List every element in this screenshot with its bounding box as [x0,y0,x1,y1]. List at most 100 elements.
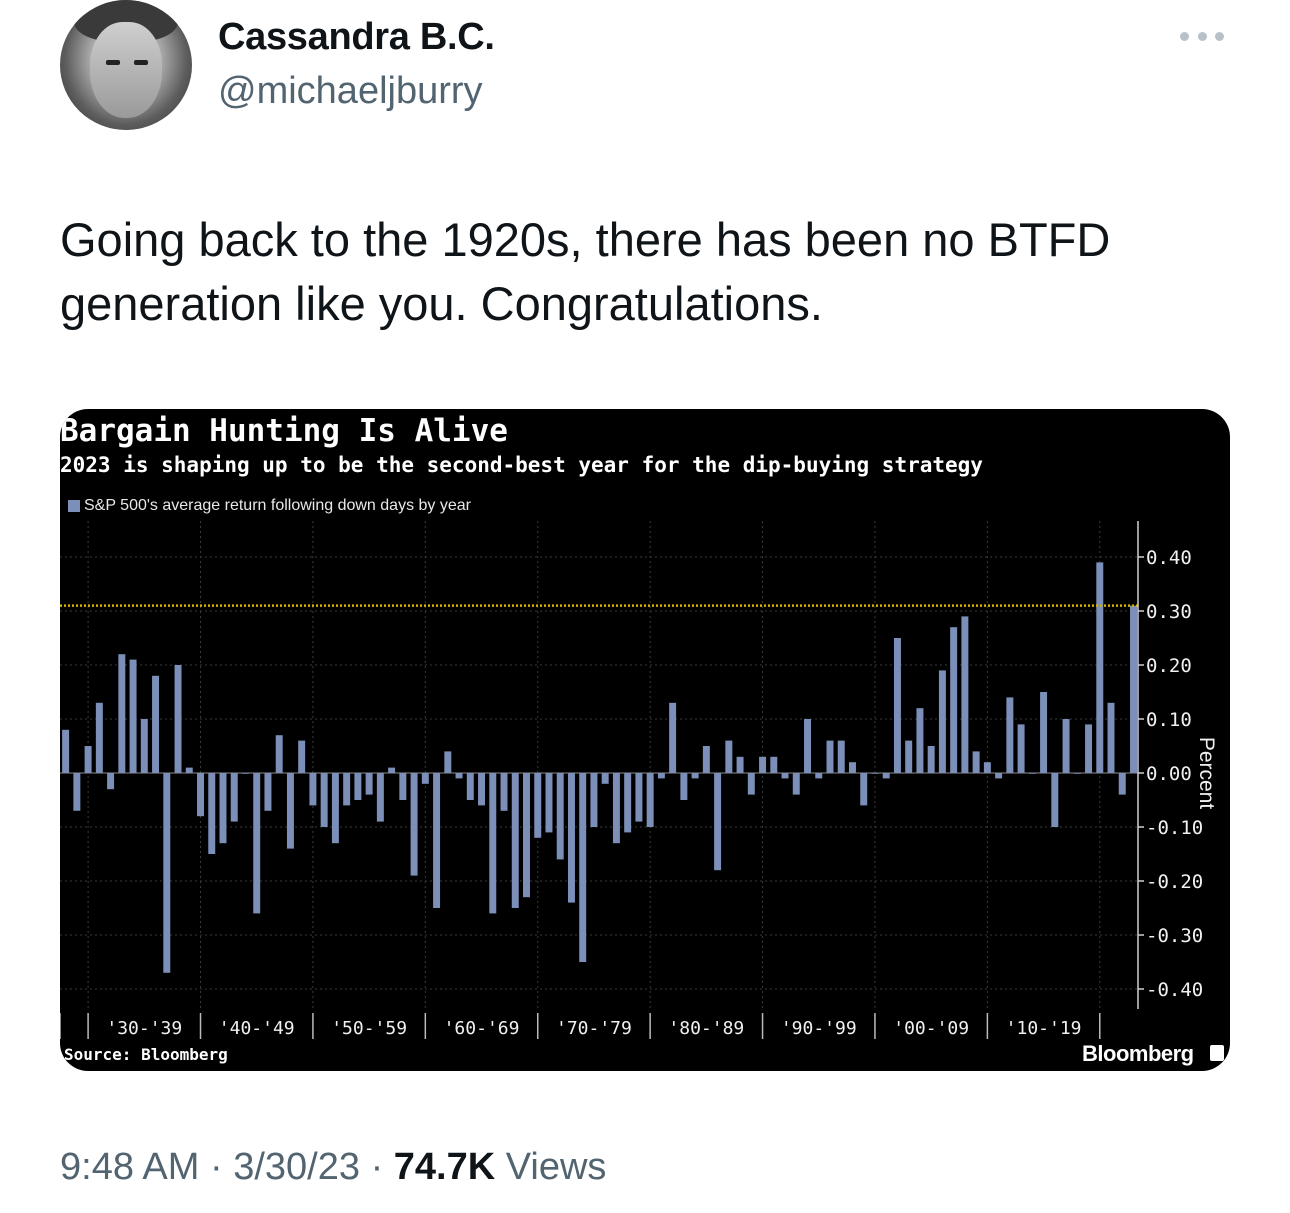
views-label: Views [505,1146,607,1188]
bar-chart: 0.40 0.30 0.20 0.10 0.00 -0.10 -0.20 -0.30 -0.40… [60,521,1218,1039]
bar [601,773,609,784]
y-tick-label: 0.30 [1146,601,1192,623]
legend-swatch [68,500,80,512]
y-tick-label: 0.00 [1146,763,1192,785]
bar [444,751,452,773]
bar [534,773,542,838]
bar [230,773,238,822]
bar [579,773,587,962]
bar [286,773,294,849]
y-tick-label: -0.10 [1146,817,1203,839]
bar [62,729,70,773]
bar [804,719,812,773]
bar [1118,773,1126,795]
x-tick-label: '30-'39 [106,1018,182,1039]
bar [961,616,969,773]
bar [331,773,339,844]
bar [489,773,497,914]
bar [1051,773,1059,827]
x-tick-label: '80-'89 [668,1018,744,1039]
bar [714,773,722,871]
bar [848,762,856,773]
bar [1062,719,1070,773]
more-horizontal-icon[interactable] [1180,26,1224,46]
x-tick-label: '40-'49 [219,1018,295,1039]
bar [421,773,429,784]
bar [1040,692,1048,773]
bar [927,746,935,773]
bar [545,773,553,833]
bar [73,773,81,811]
bar [376,773,384,822]
bar [523,773,530,898]
x-tick-label: '10-'19 [1006,1018,1082,1039]
avatar-eye-right [134,60,148,65]
bar [185,767,193,773]
bar [669,702,677,773]
meta-separator: · [209,1146,223,1188]
bar [455,773,463,779]
bar [815,773,823,779]
bar [129,659,137,773]
bar [410,773,418,876]
tweet-meta: 9:48 AM · 3/30/23 · 74.7K Views [60,1146,606,1189]
bar [466,773,474,800]
chart-source: Source: Bloomberg [64,1045,228,1064]
bar [500,773,508,811]
y-tick-label: 0.40 [1146,547,1192,569]
x-tick-label: '90-'99 [781,1018,857,1039]
bar [736,756,744,773]
x-tick-label: '50-'59 [331,1018,407,1039]
bar [241,773,249,774]
bar [1017,724,1025,773]
y-tick-label: -0.30 [1146,925,1203,947]
chart-title: Bargain Hunting Is Alive [60,413,508,449]
bar [972,751,980,773]
x-tick-label: '70-'79 [556,1018,632,1039]
legend-label: S&P 500's average return following down … [84,497,471,514]
bar [219,773,227,844]
bar [1028,773,1036,774]
bar [1006,697,1014,773]
bar [197,773,204,817]
bar [702,746,710,773]
tweet-date[interactable]: 3/30/23 [233,1146,360,1188]
bar [725,740,733,773]
user-handle[interactable]: @michaeljburry [218,70,483,112]
bar [1073,773,1081,774]
bar [893,638,901,773]
display-name[interactable]: Cassandra B.C. [218,16,495,58]
bar [747,773,755,795]
bar [174,665,182,773]
avatar-face [90,22,162,118]
bar [792,773,800,795]
bar [759,756,767,773]
y-tick-label: 0.20 [1146,655,1192,677]
bar [433,773,441,908]
bar [691,773,699,779]
bar [770,756,778,773]
bar [309,773,317,806]
bar [107,773,115,790]
bar [253,773,261,914]
tweet-time[interactable]: 9:48 AM [60,1146,200,1188]
bar [275,735,283,773]
bar [365,773,373,795]
y-tick-label: -0.20 [1146,871,1203,893]
avatar[interactable] [60,0,192,130]
tweet-text: Going back to the 1920s, there has been … [60,213,1111,330]
bar [388,767,396,773]
avatar-eye-left [106,60,120,65]
bar [152,675,160,773]
y-tick-label: -0.40 [1146,979,1203,1001]
bar [567,773,575,903]
chart-image[interactable]: Bargain Hunting Is Alive 2023 is shaping… [60,409,1230,1071]
bar [882,773,890,779]
y-axis-title: Percent [1195,737,1218,810]
bar [590,773,598,827]
bar [298,740,306,773]
bar [871,773,879,774]
more-dot [1215,31,1224,41]
x-tick-label: '00-'09 [893,1018,969,1039]
bar [916,708,924,773]
